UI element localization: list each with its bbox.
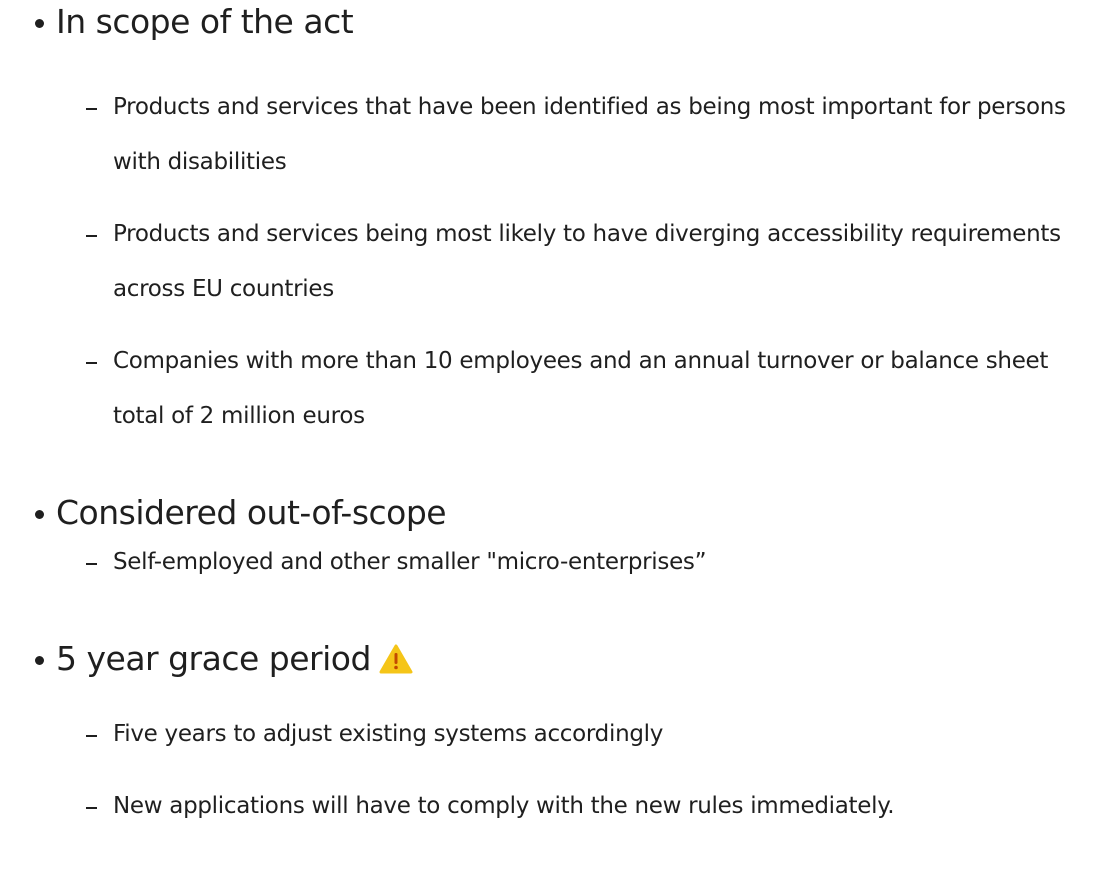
warning-icon bbox=[379, 644, 413, 674]
sub-list: Five years to adjust existing systems ac… bbox=[0, 707, 1117, 834]
sub-item: Five years to adjust existing systems ac… bbox=[0, 707, 1103, 762]
section-heading: 5 year grace period bbox=[0, 637, 1117, 681]
sub-item: Products and services that have been ide… bbox=[0, 80, 1103, 190]
section-heading: Considered out-of-scope bbox=[0, 491, 1117, 535]
bullet-list: In scope of the act Products and services… bbox=[0, 0, 1117, 834]
sub-item: Products and services being most likely … bbox=[0, 207, 1103, 317]
section-title: In scope of the act bbox=[56, 2, 354, 41]
section: 5 year grace period Five years to adjust… bbox=[0, 637, 1117, 834]
sub-item: New applications will have to comply wit… bbox=[0, 779, 1103, 834]
section: In scope of the act Products and services… bbox=[0, 0, 1117, 444]
sub-list: Self-employed and other smaller "micro-e… bbox=[0, 535, 1117, 590]
sub-item: Companies with more than 10 employees an… bbox=[0, 334, 1103, 444]
sub-item: Self-employed and other smaller "micro-e… bbox=[0, 535, 1103, 590]
section-title: Considered out-of-scope bbox=[56, 493, 447, 532]
section-title: 5 year grace period bbox=[56, 639, 371, 678]
section-heading: In scope of the act bbox=[0, 0, 1117, 44]
sub-list: Products and services that have been ide… bbox=[0, 80, 1117, 444]
section: Considered out-of-scope Self-employed and… bbox=[0, 491, 1117, 590]
